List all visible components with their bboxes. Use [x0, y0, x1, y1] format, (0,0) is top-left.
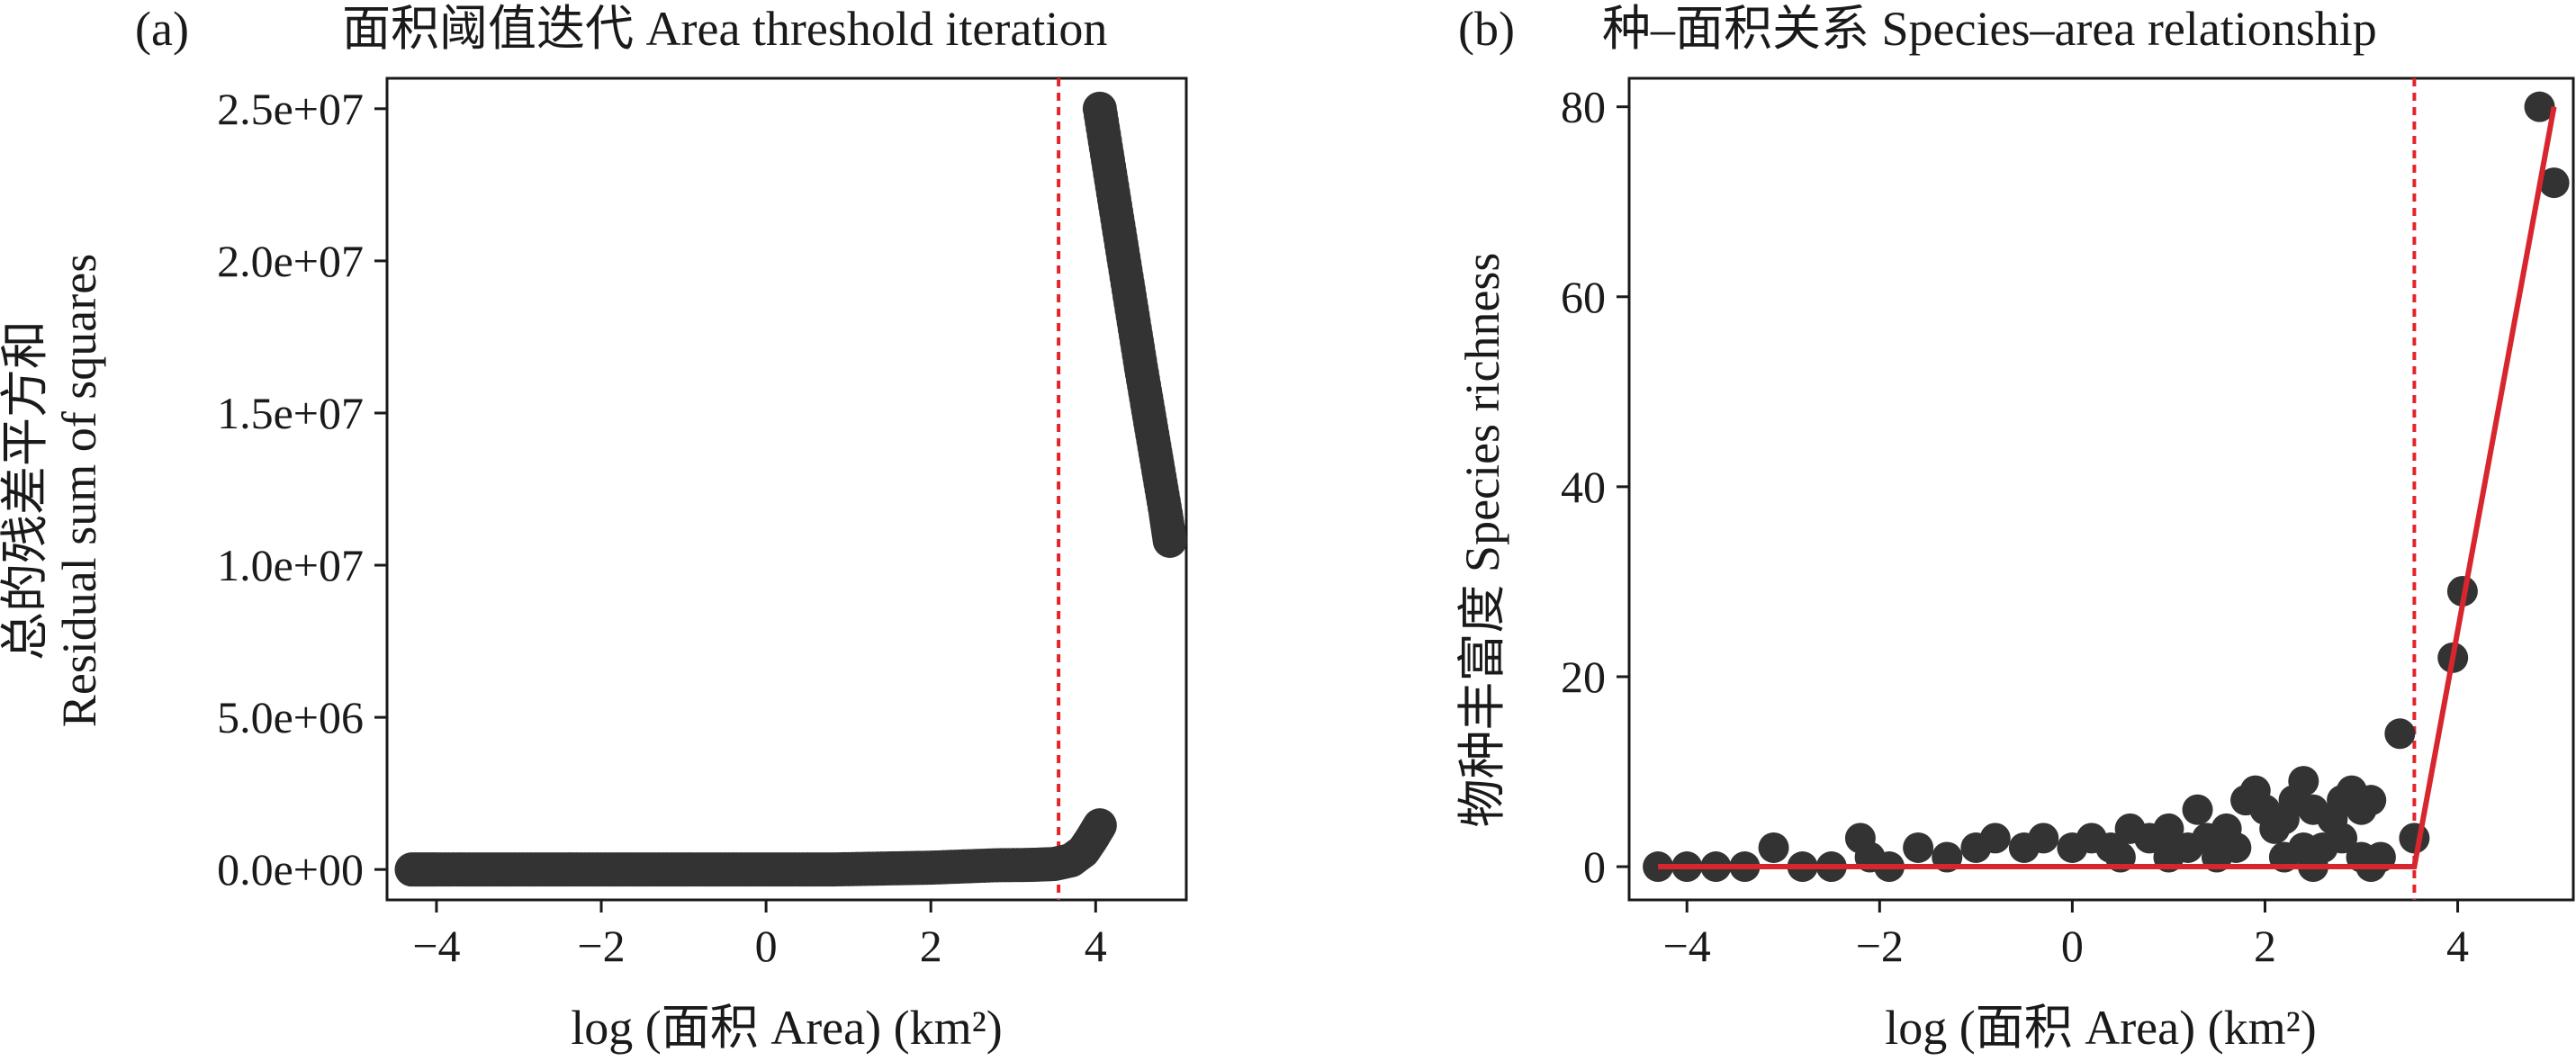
- x-tick-label: −4: [1663, 921, 1711, 971]
- x-tick-label: −2: [1856, 921, 1904, 971]
- richness-point: [2028, 823, 2059, 854]
- y-tick-label: 80: [1561, 82, 1606, 132]
- richness-point: [2220, 832, 2252, 863]
- panel-a-letter: (a): [135, 2, 189, 56]
- panel-b-y-axis-title: 物种丰富度 Species richness: [1455, 253, 1509, 828]
- y-tick-label: 60: [1561, 272, 1606, 322]
- richness-point: [1903, 832, 1934, 863]
- richness-point: [2384, 718, 2416, 750]
- x-tick-label: 2: [920, 921, 942, 971]
- richness-point: [2399, 823, 2430, 854]
- panel-a-y-axis-title-en: Residual sum of squares: [52, 254, 106, 727]
- richness-point: [2355, 785, 2387, 816]
- panel-b-title: 种–面积关系 Species–area relationship: [1602, 2, 2377, 56]
- panel-a-points: [394, 91, 1187, 887]
- richness-point: [2288, 766, 2319, 797]
- rss-point: [1152, 523, 1187, 558]
- panel-a: (a) 面积阈值迭代 Area threshold iteration −4 −2…: [0, 2, 1188, 1055]
- y-tick-label: 40: [1561, 462, 1606, 512]
- richness-point: [1979, 823, 2011, 854]
- x-tick-label: 4: [1085, 921, 1107, 971]
- panel-b: (b) 种–面积关系 Species–area relationship −4 −…: [1455, 2, 2575, 1055]
- y-tick-label: 2.0e+07: [217, 236, 364, 286]
- panel-a-plot-frame: [385, 76, 1188, 902]
- x-tick-label: −4: [412, 921, 460, 971]
- panel-b-points: [1643, 91, 2570, 883]
- x-tick-label: 0: [755, 921, 778, 971]
- richness-point: [2327, 823, 2358, 854]
- panel-b-x-axis-title: log (面积 Area) (km²): [1885, 1001, 2317, 1055]
- y-tick-label: 20: [1561, 652, 1606, 702]
- panel-b-letter: (b): [1458, 2, 1515, 56]
- x-tick-label: 2: [2254, 921, 2276, 971]
- y-tick-label: 1.0e+07: [217, 540, 364, 590]
- richness-point: [2182, 794, 2213, 825]
- x-tick-label: −2: [577, 921, 625, 971]
- y-tick-label: 0.0e+00: [217, 844, 364, 895]
- panel-a-ticks: −4 −2 0 2 4 0.0e+00 5.0e+06 1.0e+07 1.5e+07 2.0e+…: [217, 84, 1107, 971]
- richness-point: [2538, 167, 2570, 199]
- richness-point: [2153, 813, 2184, 844]
- panel-b-plot-frame: [1627, 76, 2575, 902]
- panel-b-fit-line: [1658, 106, 2557, 870]
- panel-a-title: 面积阈值迭代 Area threshold iteration: [342, 2, 1107, 56]
- rss-point: [1082, 808, 1117, 843]
- x-tick-label: 0: [2061, 921, 2084, 971]
- y-tick-label: 1.5e+07: [217, 388, 364, 438]
- panel-a-y-axis-title-cn: 总的残差平方和: [0, 320, 52, 661]
- y-tick-label: 5.0e+06: [217, 692, 364, 742]
- richness-point: [1758, 832, 1789, 863]
- y-tick-label: 0: [1583, 841, 1606, 892]
- panel-a-x-axis-title: log (面积 Area) (km²): [571, 1001, 1003, 1055]
- x-tick-label: 4: [2446, 921, 2469, 971]
- richness-point: [2524, 91, 2555, 122]
- y-tick-label: 2.5e+07: [217, 84, 364, 134]
